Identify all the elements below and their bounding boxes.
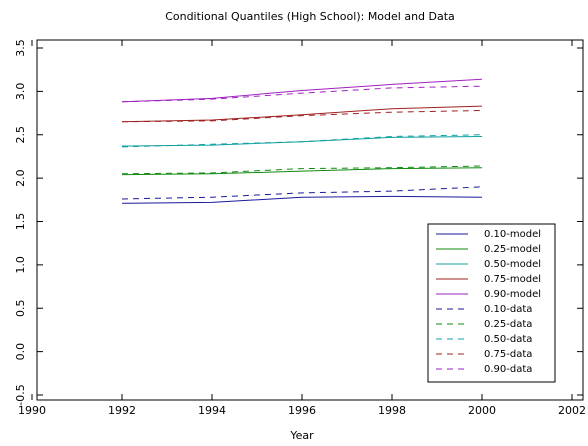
x-tick-label: 1994 xyxy=(198,404,226,417)
y-tick-label: 0.0 xyxy=(14,343,27,361)
x-axis-label: Year xyxy=(289,429,314,442)
legend-label: 0.50-model xyxy=(484,259,541,270)
y-tick-label: 1.5 xyxy=(14,213,27,231)
legend-label: 0.10-data xyxy=(484,304,532,315)
x-tick-label: 1998 xyxy=(378,404,406,417)
series-line xyxy=(121,167,483,176)
series-line xyxy=(121,85,483,103)
x-tick-label: 1992 xyxy=(108,404,136,417)
plot-frame xyxy=(36,39,584,401)
legend-label: 0.10-model xyxy=(484,229,541,240)
series-line xyxy=(121,134,483,148)
chart-title: Conditional Quantiles (High School): Mod… xyxy=(165,10,455,23)
y-tick-label: 2.5 xyxy=(14,126,27,144)
legend-label: 0.25-data xyxy=(484,319,532,330)
legend-box xyxy=(427,223,556,383)
legend-label: 0.90-model xyxy=(484,289,541,300)
x-tick-label: 1996 xyxy=(288,404,316,417)
x-tick-label: 1990 xyxy=(18,404,46,417)
y-tick-label: 2.0 xyxy=(14,169,27,187)
legend-label: 0.50-data xyxy=(484,334,532,345)
legend-label: 0.75-data xyxy=(484,349,532,360)
legend-label: 0.90-data xyxy=(484,364,532,375)
legend-label: 0.25-model xyxy=(484,244,541,255)
y-tick-label: 3.5 xyxy=(14,39,27,57)
y-tick-label: 1.0 xyxy=(14,256,27,274)
x-tick-label: 2000 xyxy=(468,404,496,417)
series-line xyxy=(121,195,483,204)
y-tick-label: 3.0 xyxy=(14,83,27,101)
y-tick-label: 0.5 xyxy=(14,300,27,318)
series-line xyxy=(121,186,483,200)
series-line xyxy=(121,78,483,103)
y-tick-label: -0.5 xyxy=(14,384,27,405)
series-line xyxy=(121,109,483,123)
legend-label: 0.75-model xyxy=(484,274,541,285)
series-line xyxy=(121,165,483,175)
series-line xyxy=(121,105,483,123)
x-tick-label: 2002 xyxy=(558,404,586,417)
